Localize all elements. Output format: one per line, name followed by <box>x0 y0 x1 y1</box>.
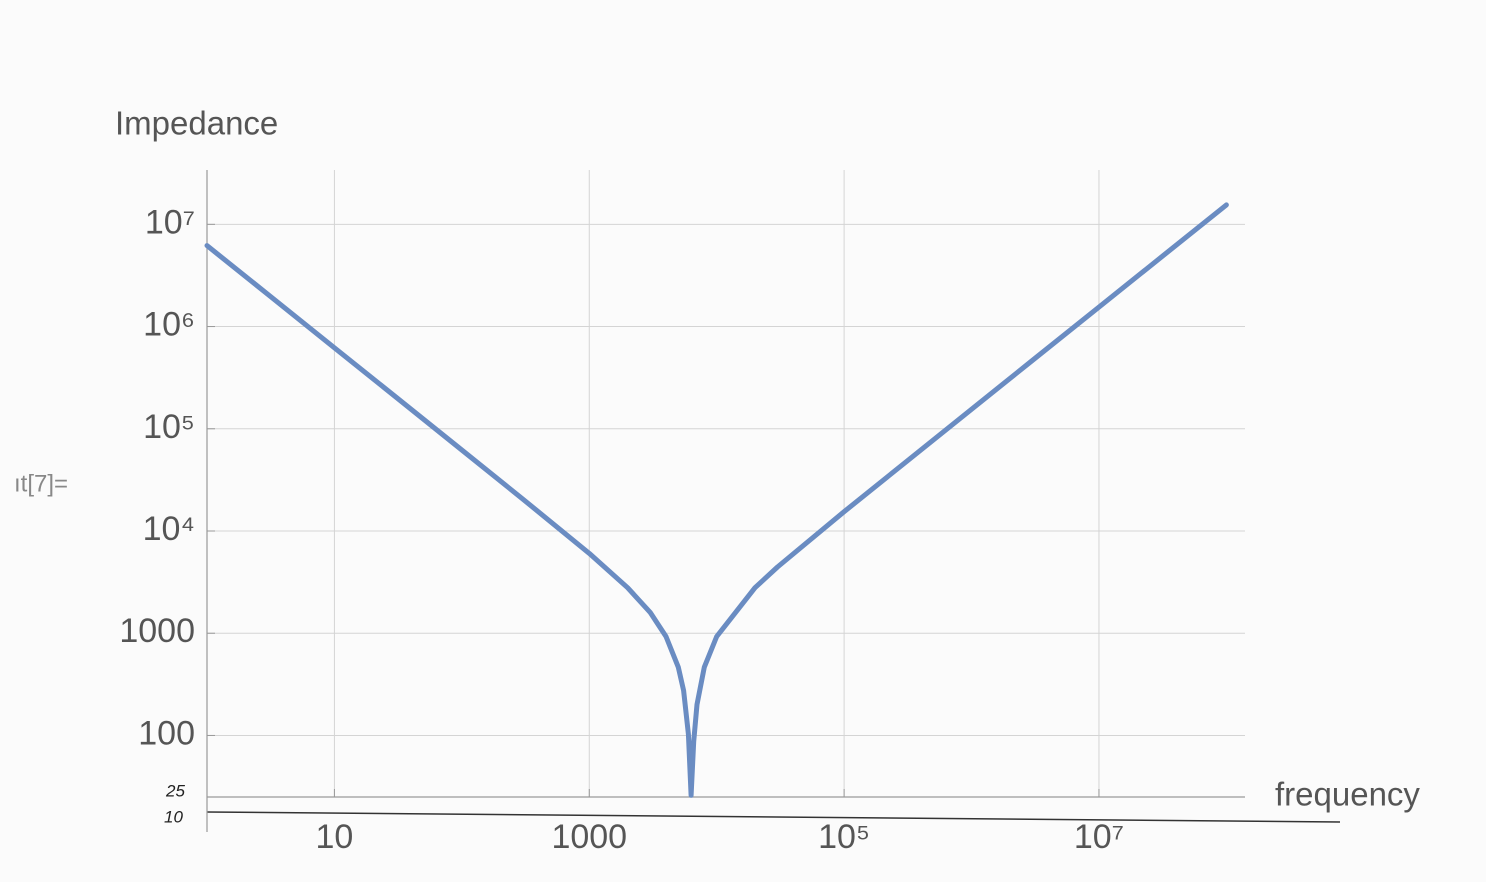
handwritten-note: 25 <box>165 781 185 800</box>
cell-label: ıt[7]= <box>14 470 68 497</box>
impedance-line <box>204 202 1229 798</box>
x-tick-label: 1000 <box>551 818 627 856</box>
x-tick-label: 10⁷ <box>1074 818 1124 856</box>
y-tick-label: 1000 <box>119 612 195 650</box>
y-axis-label: Impedance <box>115 105 278 142</box>
y-tick-label: 10⁶ <box>143 306 195 344</box>
y-tick-label: 10⁵ <box>143 408 195 446</box>
y-tick-label: 100 <box>138 714 195 752</box>
y-tick-label: 10⁴ <box>143 510 195 548</box>
x-tick-label: 10⁵ <box>818 818 870 856</box>
x-tick-label: 10 <box>316 818 354 856</box>
y-tick-label: 10⁷ <box>145 203 195 241</box>
handwritten-note: 10 <box>164 807 183 826</box>
x-axis-label: frequency <box>1275 776 1420 813</box>
